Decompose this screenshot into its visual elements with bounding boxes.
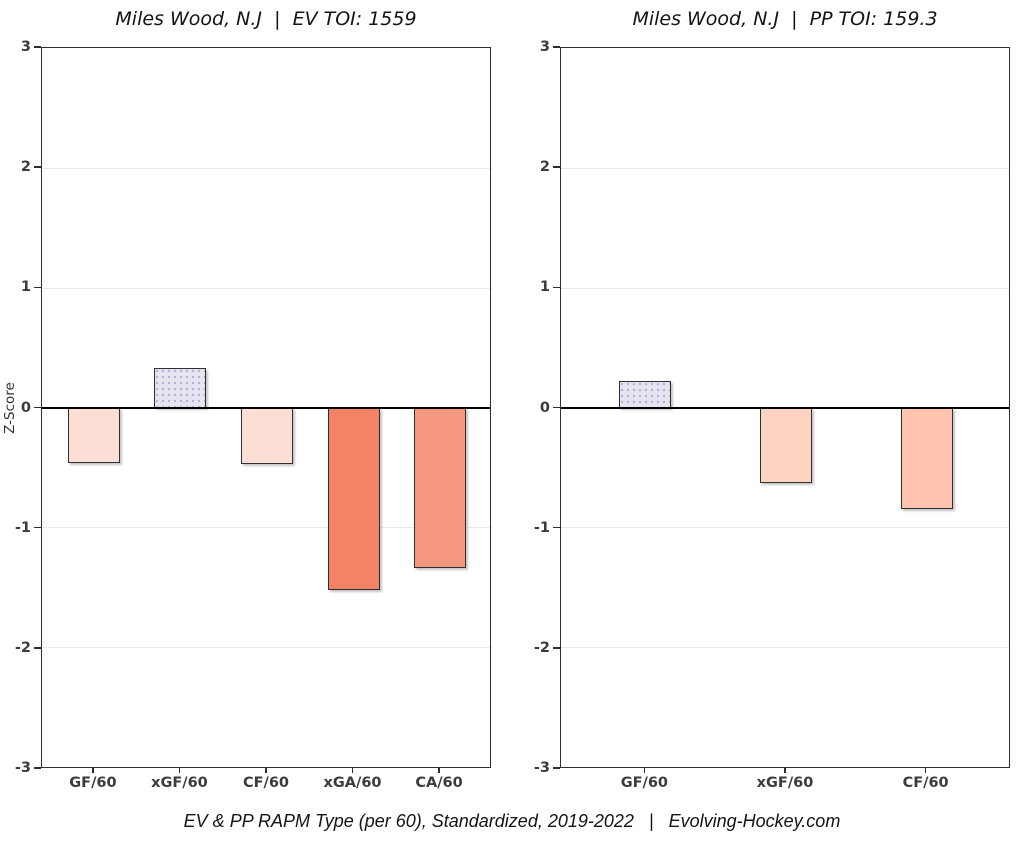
chart-title-ev: Miles Wood, N.J | EV TOI: 1559 — [115, 8, 417, 30]
y-tick-label: 1 — [20, 279, 31, 296]
y-gridline — [42, 287, 490, 289]
pp-chart-panel — [560, 47, 1010, 768]
y-tick-mark — [34, 46, 41, 48]
y-tick-label: 2 — [539, 159, 550, 176]
y-tick-label: -1 — [14, 519, 31, 536]
bar-xga60 — [327, 407, 380, 590]
y-gridline — [42, 527, 490, 529]
x-tick-mark — [92, 768, 94, 773]
x-tick-label: CF/60 — [242, 775, 290, 791]
x-tick-mark — [784, 768, 786, 773]
x-tick-mark — [351, 768, 354, 773]
y-gridline — [561, 647, 1009, 649]
x-tick-mark — [265, 768, 267, 773]
y-tick-mark — [34, 526, 41, 529]
y-gridline — [561, 167, 1009, 169]
x-tick-label: xGF/60 — [151, 775, 208, 791]
x-tick-label: GF/60 — [620, 775, 669, 791]
bar-xgf60 — [760, 407, 812, 483]
y-tick-mark — [553, 647, 560, 649]
x-tick-label: CA/60 — [415, 775, 463, 791]
y-gridline — [561, 287, 1009, 289]
bar-xgf60 — [154, 367, 207, 408]
x-tick-mark — [178, 768, 181, 773]
y-tick-label: -2 — [533, 639, 550, 656]
x-tick-label: xGF/60 — [756, 775, 814, 791]
y-tick-mark — [553, 767, 560, 769]
y-gridline — [561, 527, 1009, 529]
bar-cf60 — [900, 407, 953, 510]
ev-chart-panel — [41, 47, 491, 768]
y-tick-label: 1 — [539, 279, 550, 296]
y-tick-mark — [34, 647, 41, 649]
y-tick-label: -1 — [533, 519, 550, 536]
y-tick-label: -2 — [14, 639, 31, 656]
y-tick-mark — [553, 166, 560, 168]
figure-caption: EV & PP RAPM Type (per 60), Standardized… — [183, 811, 841, 831]
bar-cf60 — [241, 407, 293, 464]
x-tick-label: CF/60 — [902, 775, 949, 791]
x-tick-label: GF/60 — [69, 775, 117, 791]
y-tick-label: 2 — [20, 159, 31, 176]
y-tick-label: 0 — [20, 399, 31, 416]
y-tick-label: 3 — [20, 39, 31, 55]
x-tick-mark — [438, 768, 440, 773]
zero-line — [42, 406, 490, 409]
x-tick-label: xGA/60 — [323, 775, 382, 791]
y-tick-mark — [34, 406, 41, 409]
y-tick-label: 3 — [539, 39, 550, 55]
y-tick-mark — [553, 526, 560, 529]
y-tick-mark — [553, 406, 560, 409]
chart-title-pp: Miles Wood, N.J | PP TOI: 159.3 — [632, 8, 938, 30]
y-tick-mark — [34, 767, 41, 769]
x-tick-mark — [924, 768, 927, 773]
y-tick-mark — [34, 286, 41, 289]
y-gridline — [42, 167, 490, 169]
y-tick-label: 0 — [539, 399, 550, 416]
y-tick-mark — [553, 46, 560, 48]
x-tick-mark — [643, 768, 646, 773]
bar-gf60 — [619, 381, 672, 408]
y-gridline — [42, 647, 490, 649]
zero-line — [561, 406, 1009, 409]
y-tick-mark — [553, 286, 560, 289]
y-tick-label: -3 — [533, 760, 550, 776]
y-tick-label: -3 — [14, 760, 31, 776]
y-tick-mark — [34, 166, 41, 168]
bar-gf60 — [67, 407, 120, 463]
bar-ca60 — [414, 407, 467, 569]
